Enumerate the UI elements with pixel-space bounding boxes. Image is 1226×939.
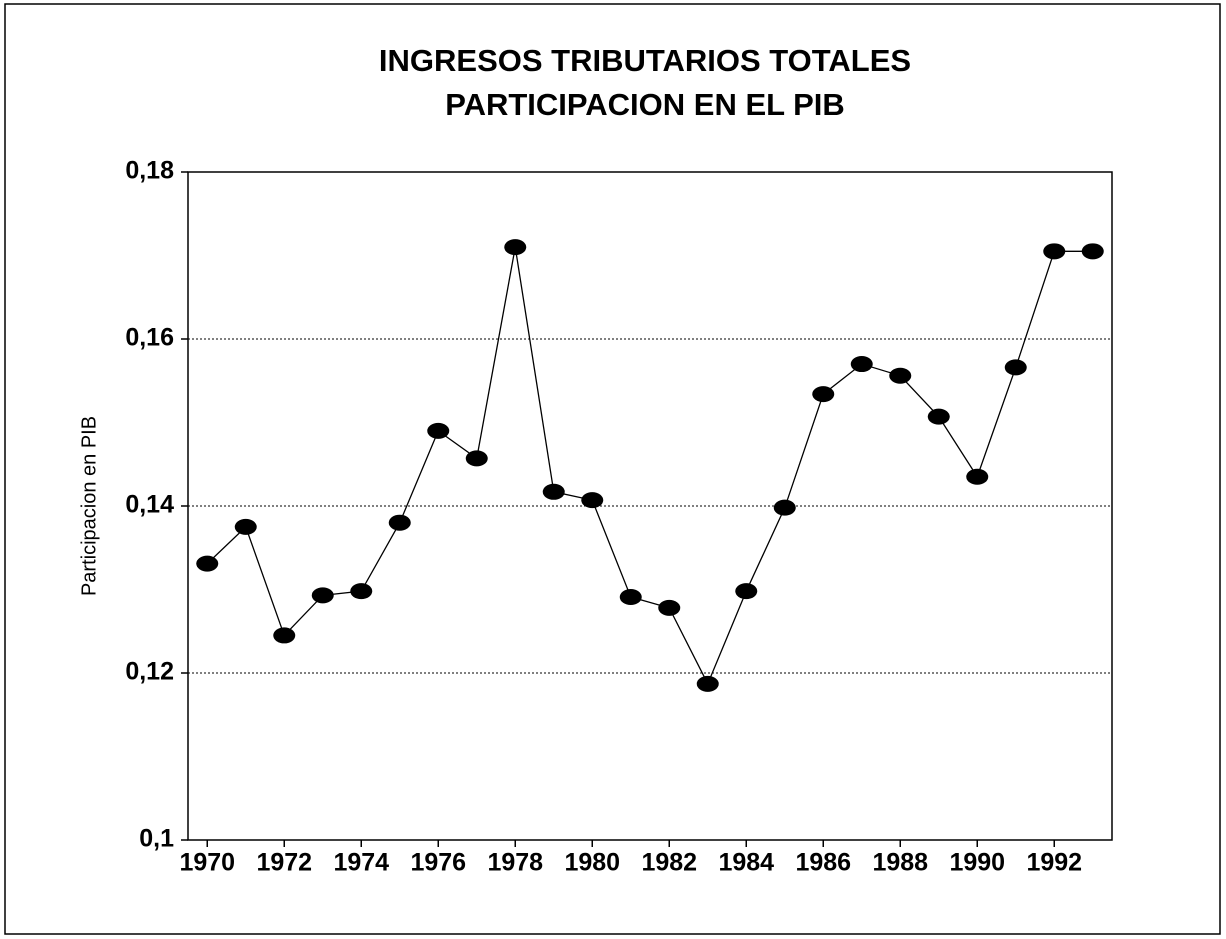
data-point [927, 408, 950, 425]
data-point [542, 483, 565, 500]
x-tick-label: 1972 [256, 849, 312, 877]
frame [4, 3, 1221, 935]
data-point [773, 499, 796, 516]
data-point [350, 583, 373, 600]
x-tick-label: 1990 [949, 849, 1005, 877]
data-point [273, 627, 296, 644]
x-tick-label: 1976 [410, 849, 466, 877]
x-tick-label: 1984 [718, 849, 774, 877]
x-tick-label: 1974 [333, 849, 389, 877]
y-tick-label: 0,1 [139, 825, 174, 853]
data-point [889, 367, 912, 384]
data-point [1043, 243, 1066, 260]
data-point [812, 386, 835, 403]
data-point [619, 589, 642, 606]
data-point [696, 675, 719, 692]
data-point [465, 450, 488, 467]
data-point [1081, 243, 1104, 260]
data-point [966, 468, 989, 485]
chart-subtitle: PARTICIPACION EN EL PIB [445, 87, 845, 122]
x-tick-label: 1970 [179, 849, 235, 877]
x-tick-label: 1982 [641, 849, 697, 877]
x-tick-label: 1988 [872, 849, 928, 877]
data-point [658, 599, 681, 616]
x-tick-label: 1978 [487, 849, 543, 877]
x-tick-label: 1980 [564, 849, 620, 877]
data-point [735, 583, 758, 600]
x-tick-label: 1992 [1026, 849, 1082, 877]
chart-title: INGRESOS TRIBUTARIOS TOTALES [379, 43, 911, 78]
y-tick-label: 0,18 [125, 157, 174, 185]
x-tick-label: 1986 [795, 849, 851, 877]
data-point [196, 555, 219, 572]
data-point [504, 239, 527, 256]
data-point [850, 356, 873, 373]
y-tick-label: 0,12 [125, 658, 174, 686]
data-point [388, 514, 411, 531]
data-point [234, 518, 257, 535]
y-axis-label: Participacion en PIB [78, 416, 100, 596]
series-line [206, 247, 1093, 686]
y-tick-label: 0,16 [125, 324, 174, 352]
data-point [1004, 359, 1027, 376]
data-point [427, 422, 450, 439]
data-point [581, 492, 604, 509]
y-tick-label: 0,14 [125, 491, 174, 519]
data-point [311, 587, 334, 604]
